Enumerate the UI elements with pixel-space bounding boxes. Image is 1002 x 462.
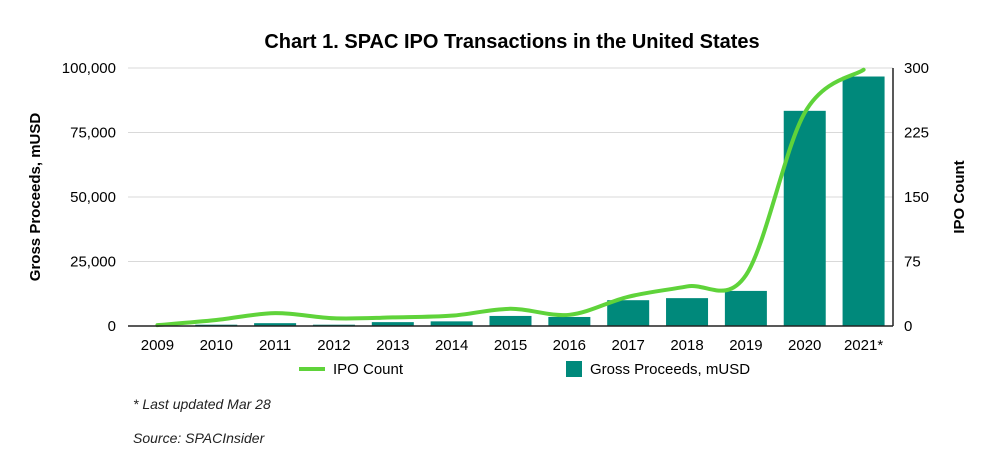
x-axis: 2009 2010 2011 2012 2013 2014 2015 2016 2017 2018… bbox=[141, 337, 884, 354]
chart-title: Chart 1. SPAC IPO Transactions in the Un… bbox=[264, 31, 759, 53]
x-tick-label: 2016 bbox=[553, 337, 586, 354]
bar bbox=[430, 321, 473, 326]
y-axis-left: 0 25,000 50,000 75,000 100,000 bbox=[62, 60, 116, 335]
ipo-count-line bbox=[155, 67, 866, 328]
x-tick-label: 2019 bbox=[729, 337, 762, 354]
bar bbox=[371, 322, 414, 326]
bar bbox=[666, 298, 709, 326]
line-series bbox=[155, 67, 866, 328]
x-tick-label: 2014 bbox=[435, 337, 468, 354]
x-tick-label: 2021* bbox=[844, 337, 883, 354]
y-tick-label: 50,000 bbox=[70, 189, 116, 206]
y-tick-label: 25,000 bbox=[70, 254, 116, 271]
bar bbox=[254, 323, 297, 326]
y2-axis-label: IPO Count bbox=[951, 160, 968, 233]
y2-tick-label: 300 bbox=[904, 60, 929, 77]
source-note: Source: SPACInsider bbox=[133, 430, 265, 446]
y-axis-right: 0 75 150 225 300 bbox=[904, 60, 929, 335]
legend-bar-swatch bbox=[566, 361, 582, 377]
y2-tick-label: 225 bbox=[904, 125, 929, 142]
bar bbox=[489, 315, 532, 326]
bar bbox=[842, 76, 885, 326]
x-tick-label: 2017 bbox=[612, 337, 645, 354]
x-tick-label: 2020 bbox=[788, 337, 821, 354]
legend: IPO Count Gross Proceeds, mUSD bbox=[299, 361, 750, 378]
y-tick-label: 100,000 bbox=[62, 60, 116, 77]
x-tick-label: 2013 bbox=[376, 337, 409, 354]
bar bbox=[607, 300, 650, 326]
y-tick-label: 0 bbox=[108, 318, 116, 335]
legend-label-gross-proceeds: Gross Proceeds, mUSD bbox=[590, 361, 750, 378]
y2-tick-label: 150 bbox=[904, 189, 929, 206]
axes bbox=[128, 68, 894, 327]
last-updated-note: * Last updated Mar 28 bbox=[133, 396, 271, 412]
bar bbox=[548, 316, 591, 326]
y-tick-label: 75,000 bbox=[70, 125, 116, 142]
y-axis-label: Gross Proceeds, mUSD bbox=[27, 113, 44, 282]
y2-tick-label: 0 bbox=[904, 318, 912, 335]
x-tick-label: 2009 bbox=[141, 337, 174, 354]
x-tick-label: 2012 bbox=[317, 337, 350, 354]
gridlines bbox=[128, 67, 893, 262]
bar bbox=[724, 290, 767, 326]
x-tick-label: 2010 bbox=[200, 337, 233, 354]
x-tick-label: 2011 bbox=[259, 337, 291, 354]
bar-series bbox=[136, 76, 885, 326]
x-tick-label: 2015 bbox=[494, 337, 527, 354]
legend-label-ipo-count: IPO Count bbox=[333, 361, 404, 378]
y2-tick-label: 75 bbox=[904, 254, 921, 271]
x-tick-label: 2018 bbox=[670, 337, 703, 354]
